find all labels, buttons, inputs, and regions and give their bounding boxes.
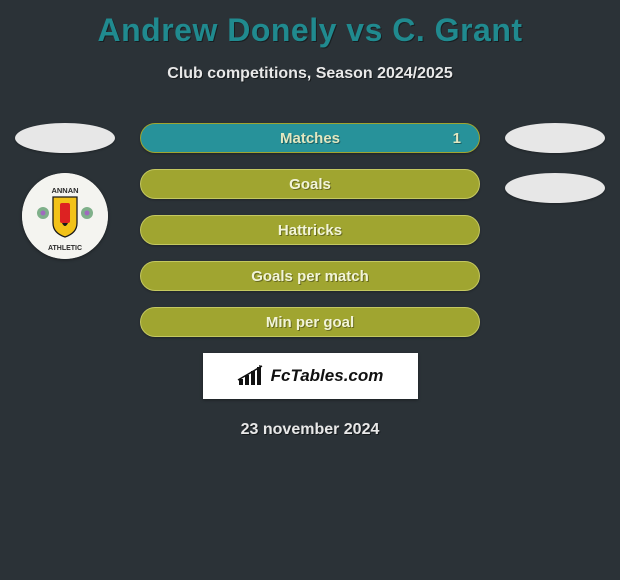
stat-bar-hattricks: Hattricks: [140, 215, 480, 245]
stat-bar-label: Hattricks: [278, 222, 342, 239]
stat-bar-label: Goals: [289, 176, 331, 193]
comparison-body: ANNAN ATHLETIC Matches 1 Goals Hattricks Goa…: [0, 123, 620, 337]
bar-chart-icon: [237, 365, 267, 387]
right-player-column: [500, 123, 610, 223]
stat-bar-min_per_goal: Min per goal: [140, 307, 480, 337]
club-crest-icon: ANNAN ATHLETIC: [22, 173, 108, 259]
stat-bars-container: Matches 1 Goals Hattricks Goals per match Min…: [140, 123, 480, 337]
stat-bar-label: Goals per match: [251, 268, 369, 285]
snapshot-date: 23 november 2024: [0, 421, 620, 439]
stat-bar-label: Matches: [280, 130, 340, 147]
svg-text:ANNAN: ANNAN: [51, 186, 78, 195]
left-player-column: ANNAN ATHLETIC: [10, 123, 120, 259]
page-title: Andrew Donely vs C. Grant: [0, 0, 620, 49]
stat-bar-goals_per_match: Goals per match: [140, 261, 480, 291]
club-badge-annan: ANNAN ATHLETIC: [22, 173, 108, 259]
page-root: Andrew Donely vs C. Grant Club competiti…: [0, 0, 620, 580]
stat-bar-right-value: 1: [453, 130, 461, 147]
player-silhouette-oval: [15, 123, 115, 153]
stat-bar-matches: Matches 1: [140, 123, 480, 153]
page-subtitle: Club competitions, Season 2024/2025: [0, 65, 620, 83]
player-silhouette-oval: [505, 173, 605, 203]
player-silhouette-oval: [505, 123, 605, 153]
svg-text:ATHLETIC: ATHLETIC: [48, 245, 82, 252]
stat-bar-goals: Goals: [140, 169, 480, 199]
brand-attribution: FcTables.com: [203, 353, 418, 399]
stat-bar-label: Min per goal: [266, 314, 354, 331]
brand-name: FcTables.com: [271, 366, 384, 386]
